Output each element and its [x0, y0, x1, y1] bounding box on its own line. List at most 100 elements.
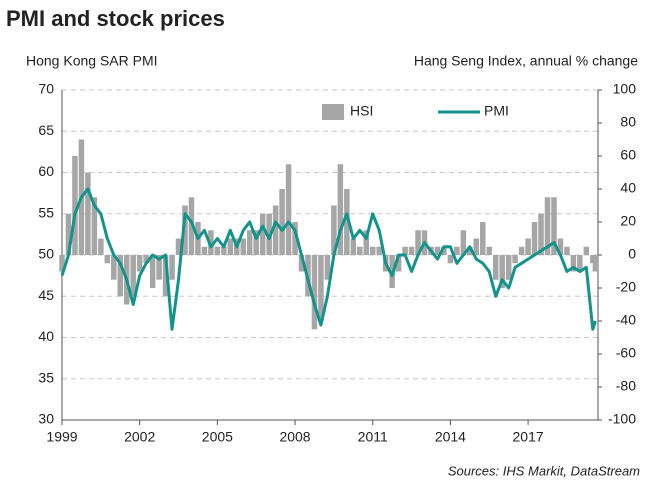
y2-tick-label: -20 — [616, 279, 636, 295]
hsi-bar — [577, 255, 583, 272]
y2-tick-label: -40 — [616, 312, 636, 328]
hsi-bar — [272, 205, 279, 255]
hsi-bar — [111, 255, 117, 280]
y2-tick-label: 0 — [628, 246, 636, 262]
hsi-bar — [292, 222, 298, 255]
hsi-bar — [311, 255, 318, 330]
y2-tick-label: 20 — [620, 213, 636, 229]
hsi-bar — [499, 255, 505, 288]
hsi-bar — [279, 189, 285, 255]
hsi-bar — [156, 255, 162, 280]
hsi-bar — [505, 255, 512, 280]
hsi-bar — [188, 197, 195, 255]
x-tick-label: 2014 — [435, 429, 466, 445]
hsi-bar — [227, 238, 234, 255]
y-tick-label: 65 — [38, 122, 54, 138]
y-tick-label: 40 — [38, 328, 54, 344]
hsi-bar — [136, 255, 143, 272]
hsi-bar — [473, 238, 480, 255]
hsi-bar — [175, 238, 182, 255]
hsi-bar — [65, 213, 72, 255]
x-tick-label: 2008 — [279, 429, 310, 445]
hsi-bar — [531, 222, 538, 255]
hsi-bar — [162, 255, 169, 297]
hsi-bar — [149, 255, 156, 288]
hsi-bar — [214, 246, 221, 255]
hsi-bar — [143, 255, 149, 264]
y2-tick-label: -80 — [616, 378, 636, 394]
hsi-bar — [240, 238, 247, 255]
hsi-bar — [454, 246, 460, 255]
hsi-bar — [259, 213, 266, 255]
x-tick-label: 1999 — [46, 429, 77, 445]
hsi-bar — [208, 230, 214, 255]
hsi-bar — [570, 255, 577, 272]
hsi-bar — [331, 205, 337, 255]
hsi-bar — [525, 238, 531, 255]
hsi-bar — [376, 246, 382, 255]
hsi-bar — [583, 246, 590, 255]
y-tick-label: 30 — [38, 411, 54, 427]
hsi-bar — [557, 238, 564, 255]
hsi-bar — [285, 164, 292, 255]
hsi-bar — [486, 246, 492, 255]
y-tick-label: 45 — [38, 287, 54, 303]
hsi-bar — [130, 255, 136, 297]
hsi-bar — [492, 255, 499, 280]
hsi-bar — [363, 230, 370, 255]
hsi-bar — [415, 230, 421, 255]
hsi-bar — [344, 189, 350, 255]
y2-axis-label: Hang Seng Index, annual % change — [414, 53, 638, 69]
hsi-bar — [408, 246, 415, 255]
hsi-bar — [85, 172, 91, 255]
y2-tick-label: 60 — [620, 147, 636, 163]
y-tick-label: 55 — [38, 204, 54, 220]
hsi-bar — [98, 238, 104, 255]
hsi-bar — [253, 230, 259, 255]
y2-tick-label: 40 — [620, 180, 636, 196]
y2-tick-label: 100 — [613, 81, 637, 97]
x-tick-label: 2011 — [358, 429, 388, 445]
hsi-bar — [298, 255, 305, 272]
x-tick-label: 2005 — [202, 429, 233, 445]
hsi-bar — [59, 255, 65, 272]
x-tick-label: 2017 — [513, 429, 544, 445]
pmi-line — [60, 187, 597, 331]
legend-label: HSI — [350, 103, 373, 119]
hsi-bar — [592, 255, 599, 272]
hsi-bar — [369, 246, 376, 255]
hsi-bar — [221, 246, 227, 255]
hsi-bar — [350, 238, 357, 255]
y-axis-label: Hong Kong SAR PMI — [26, 53, 158, 69]
y-tick-label: 50 — [38, 246, 54, 262]
y2-tick-label: -60 — [616, 345, 636, 361]
hsi-bar — [395, 255, 402, 272]
hsi-bar — [460, 230, 467, 255]
hsi-bar — [480, 222, 486, 255]
y-tick-label: 35 — [38, 369, 54, 385]
chart-title: PMI and stock prices — [6, 6, 225, 31]
hsi-bar — [434, 246, 441, 255]
hsi-bar — [337, 164, 344, 255]
hsi-bar — [104, 255, 111, 264]
y2-tick-label: 80 — [620, 114, 636, 130]
hsi-bar — [402, 246, 408, 255]
hsi-bar — [117, 255, 124, 297]
hsi-bar — [564, 246, 570, 255]
legend-label: PMI — [484, 103, 509, 119]
x-tick-label: 2002 — [124, 429, 155, 445]
hsi-bar — [467, 246, 473, 255]
hsi-bar — [72, 156, 78, 255]
y-tick-label: 60 — [38, 163, 54, 179]
hsi-bar — [544, 197, 551, 255]
hsi-bar — [551, 197, 557, 255]
source: Sources: IHS Markit, DataStream — [448, 463, 640, 478]
hsi-bar — [447, 255, 454, 264]
hsi-bar — [324, 255, 331, 280]
y2-tick-label: -100 — [608, 411, 636, 427]
hsi-bar — [318, 255, 324, 321]
hsi-bar — [512, 255, 518, 264]
hsi-bar — [518, 246, 525, 255]
hsi-bar — [538, 213, 544, 255]
